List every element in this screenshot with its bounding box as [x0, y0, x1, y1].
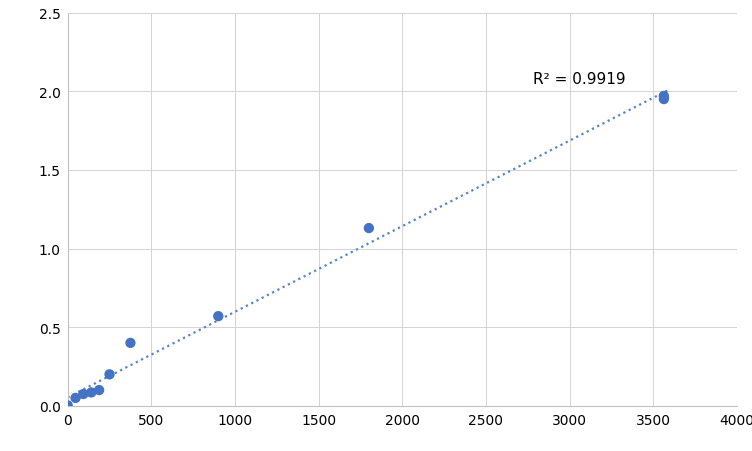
Point — [85, 389, 97, 396]
Point — [212, 313, 224, 320]
Text: R² = 0.9919: R² = 0.9919 — [533, 72, 626, 87]
Point — [658, 96, 670, 103]
Point — [124, 340, 136, 347]
Point — [69, 395, 81, 402]
Point — [363, 225, 375, 232]
Point — [658, 93, 670, 100]
Point — [93, 387, 105, 394]
Point — [77, 391, 89, 398]
Point — [104, 371, 116, 378]
Point — [62, 402, 74, 409]
